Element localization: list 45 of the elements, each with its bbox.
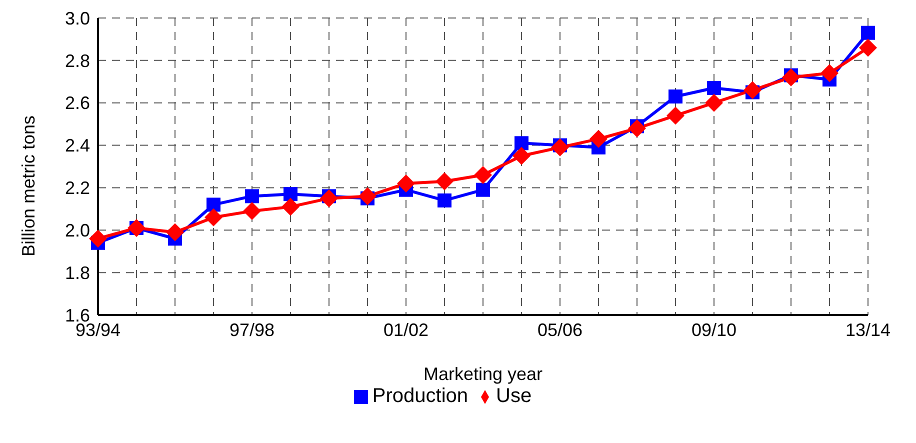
y-tick-label: 2.6 [64, 93, 90, 114]
x-tick-label: 05/06 [537, 320, 583, 340]
point [243, 202, 261, 220]
point [861, 26, 875, 40]
point [668, 89, 682, 104]
point [859, 38, 877, 57]
legend-label: Use [496, 385, 532, 407]
x-tick-label: 13/14 [845, 320, 891, 340]
point [206, 198, 220, 212]
point [89, 230, 107, 248]
x-tick-label: 01/02 [383, 320, 429, 340]
legend-label: Production [372, 385, 468, 407]
point [320, 189, 338, 208]
point [782, 68, 800, 86]
point [438, 193, 452, 208]
point [245, 189, 259, 204]
point [512, 146, 530, 165]
point [514, 136, 528, 150]
y-tick-label: 2.8 [64, 50, 90, 71]
y-tick-label: 2.0 [64, 220, 90, 241]
point [705, 94, 723, 112]
point [707, 81, 721, 96]
x-tick-label: 97/98 [229, 320, 275, 340]
y-tick-label: 3.0 [64, 8, 90, 28]
y-tick-label: 2.2 [64, 178, 90, 198]
point [628, 119, 646, 138]
point [204, 208, 222, 226]
point [590, 130, 608, 148]
point [476, 182, 490, 197]
y-tick-label: 2.4 [64, 136, 90, 156]
y-tick-label: 1.8 [64, 262, 90, 283]
point [166, 223, 184, 242]
point [551, 138, 569, 156]
x-axis-title: Marketing year [423, 364, 543, 384]
y-axis-title: Billion metric tons [18, 115, 38, 256]
point [820, 64, 838, 82]
point [397, 174, 415, 192]
point [282, 198, 300, 216]
point [358, 187, 376, 206]
x-tick-label: 09/10 [691, 320, 737, 340]
point [474, 166, 492, 184]
point [666, 106, 684, 125]
point [436, 172, 454, 190]
point [744, 81, 762, 100]
point [284, 187, 298, 202]
